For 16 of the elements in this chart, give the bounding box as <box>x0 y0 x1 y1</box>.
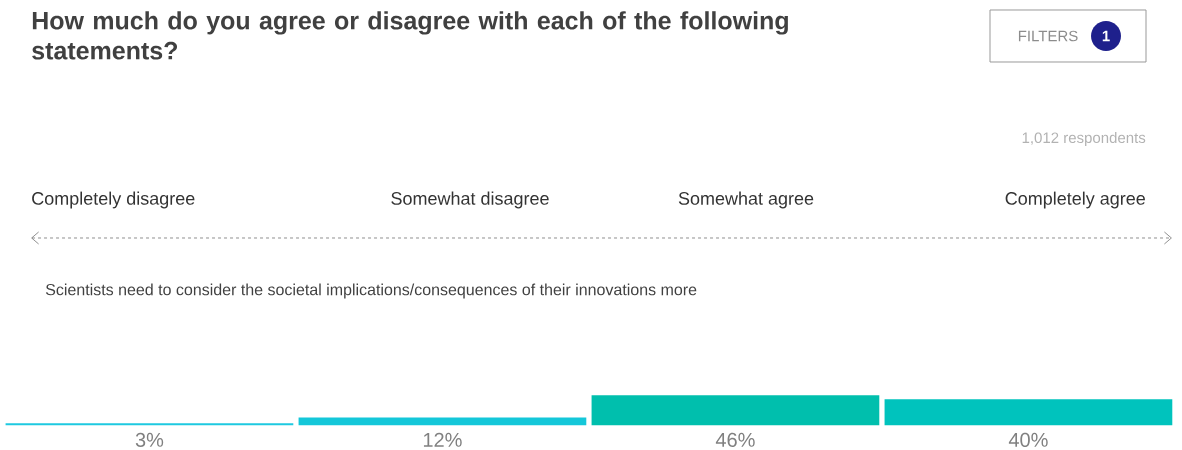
text: FILTERS <box>1018 30 1078 42</box>
bar <box>298 417 587 426</box>
text: 1,012 respondents <box>1022 131 1146 146</box>
bar <box>591 395 880 426</box>
data-label: 40% <box>1008 432 1048 447</box>
x-tick-label: Somewhat disagree <box>391 191 549 209</box>
bar <box>884 399 1173 426</box>
text: 1 <box>1102 30 1110 42</box>
chart-title: How much do you agree or disagree with each of the following statements? <box>32 11 788 60</box>
chart-subtitle: Scientists need to consider the societal implications/consequences of their innovations more <box>45 283 697 299</box>
data-label: 12% <box>423 432 462 447</box>
data-label: 3% <box>135 432 164 447</box>
data-label: 46% <box>715 432 755 447</box>
x-tick-label: Completely agree <box>1005 191 1145 209</box>
x-tick-label: Somewhat agree <box>678 191 814 209</box>
x-tick-label: Completely disagree <box>32 191 195 209</box>
